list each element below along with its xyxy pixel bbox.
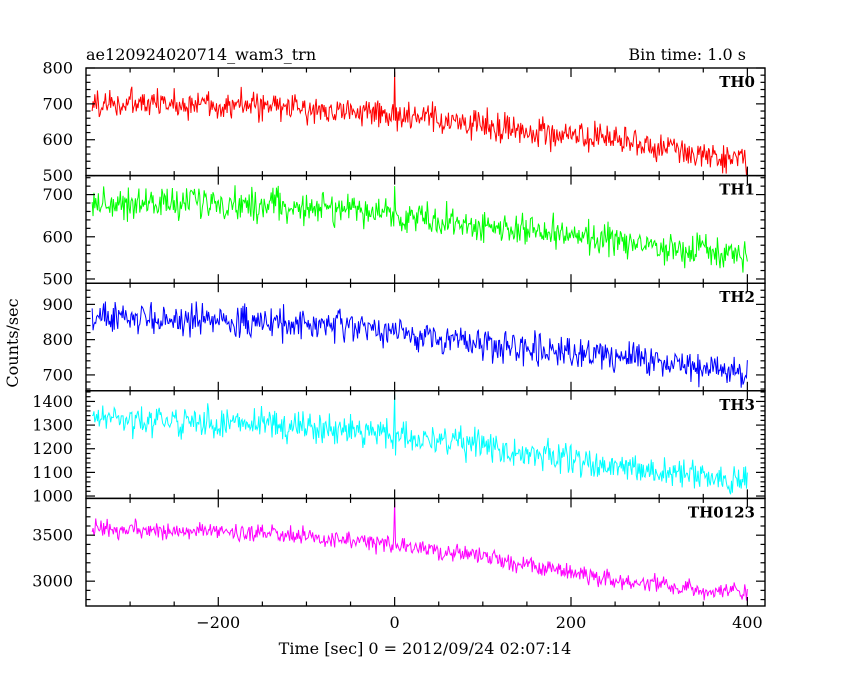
y-tick-label: 1200: [32, 439, 73, 458]
panel-th2: 700 800 900 TH2: [42, 282, 766, 392]
series-th3: [92, 394, 748, 495]
x-tick-label: 0: [390, 613, 400, 632]
panel-label: TH0123: [688, 503, 755, 521]
series-th1: [91, 185, 748, 273]
y-tick-label: 1100: [32, 463, 73, 482]
chart-subtitle: Bin time: 1.0 s: [628, 45, 746, 64]
y-tick-label: 1400: [32, 392, 73, 411]
y-tick-label: 1000: [32, 487, 73, 506]
series-th0123: [91, 501, 748, 601]
y-axis-label: Counts/sec: [3, 298, 22, 387]
y-tick-label: 600: [42, 227, 73, 246]
panels-group: 500 600 700 800 TH0 500 600 700 TH1 700 800 900 TH2 1…: [32, 59, 766, 632]
y-tick-label: 900: [42, 295, 73, 314]
chart-title: ae120924020714_wam3_trn: [86, 45, 316, 64]
y-tick-label: 500: [42, 269, 73, 288]
panel-frame: [85, 174, 766, 284]
panel-frame: [85, 390, 766, 500]
x-axis-label: Time [sec] 0 = 2012/09/24 02:07:14: [279, 639, 572, 658]
series-th2: [91, 301, 748, 388]
y-tick-label: 600: [42, 130, 73, 149]
panel-label: TH3: [719, 396, 755, 414]
panel-frame: [85, 497, 766, 607]
panel-label: TH0: [719, 73, 755, 91]
panel-th0: 500 600 700 800 TH0: [42, 59, 766, 185]
panel-frame: [85, 67, 766, 177]
y-tick-label: 800: [42, 330, 73, 349]
y-tick-label: 1300: [32, 416, 73, 435]
series-th0: [91, 71, 748, 176]
panel-th0123: 3000 3500 TH0123: [32, 497, 766, 607]
y-tick-label: 500: [42, 166, 73, 185]
y-tick-label: 800: [42, 59, 73, 78]
y-tick-label: 3000: [32, 572, 73, 591]
y-tick-label: 3500: [32, 526, 73, 545]
panel-label: TH2: [719, 288, 755, 306]
y-tick-label: 700: [42, 365, 73, 384]
y-tick-label: 700: [42, 185, 73, 204]
panel-th1: 500 600 700 TH1: [42, 174, 766, 288]
panel-label: TH1: [719, 181, 755, 199]
panel-th3: 1000 1100 1200 1300 1400 TH3: [32, 390, 766, 506]
y-tick-label: 700: [42, 94, 73, 113]
x-tick-label: 400: [732, 613, 763, 632]
x-tick-label: 200: [556, 613, 587, 632]
x-tick-label: −200: [196, 613, 240, 632]
